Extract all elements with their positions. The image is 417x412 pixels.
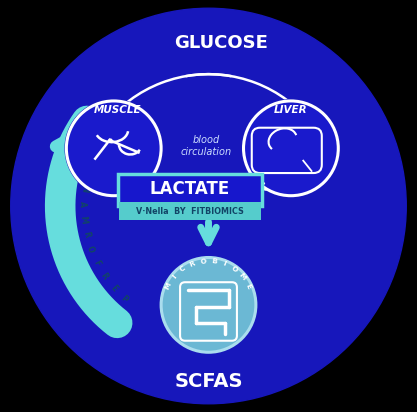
FancyBboxPatch shape [119, 202, 261, 220]
Text: P: P [119, 294, 130, 304]
Text: M: M [238, 272, 247, 281]
Text: C: C [178, 265, 186, 273]
Text: M: M [164, 282, 173, 291]
Circle shape [161, 258, 256, 352]
Text: A: A [78, 201, 88, 207]
Text: O: O [230, 265, 239, 274]
Text: N: N [79, 185, 89, 192]
Text: V·Nella  BY  FITBIOMICS: V·Nella BY FITBIOMICS [136, 207, 244, 216]
Text: E: E [87, 155, 97, 163]
Text: blood
circulation: blood circulation [181, 136, 232, 157]
Text: O: O [85, 244, 96, 253]
Text: E: E [108, 283, 119, 293]
FancyBboxPatch shape [118, 174, 262, 206]
Text: B: B [211, 258, 217, 265]
Circle shape [65, 100, 162, 197]
Text: F: F [91, 259, 102, 267]
Text: M: M [79, 215, 88, 223]
Text: GLUCOSE: GLUCOSE [174, 34, 268, 52]
Text: C: C [82, 170, 92, 177]
Text: LIVER: LIVER [274, 105, 308, 115]
Circle shape [11, 8, 406, 404]
Circle shape [242, 100, 339, 197]
Text: LACTATE: LACTATE [150, 180, 230, 197]
Text: O: O [200, 258, 206, 265]
Text: MUSCLE: MUSCLE [94, 105, 142, 115]
Text: R: R [81, 230, 91, 238]
Text: E: E [245, 283, 252, 290]
Text: I: I [222, 261, 227, 267]
Circle shape [66, 101, 161, 196]
Text: I: I [171, 274, 178, 280]
Text: R: R [99, 272, 110, 281]
Text: SCFAS: SCFAS [174, 372, 243, 391]
Circle shape [244, 101, 338, 196]
Text: R: R [188, 260, 196, 268]
